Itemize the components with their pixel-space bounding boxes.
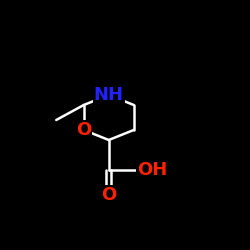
Text: O: O bbox=[101, 186, 116, 204]
Text: O: O bbox=[76, 121, 92, 139]
Text: NH: NH bbox=[94, 86, 124, 104]
Text: OH: OH bbox=[138, 161, 168, 179]
